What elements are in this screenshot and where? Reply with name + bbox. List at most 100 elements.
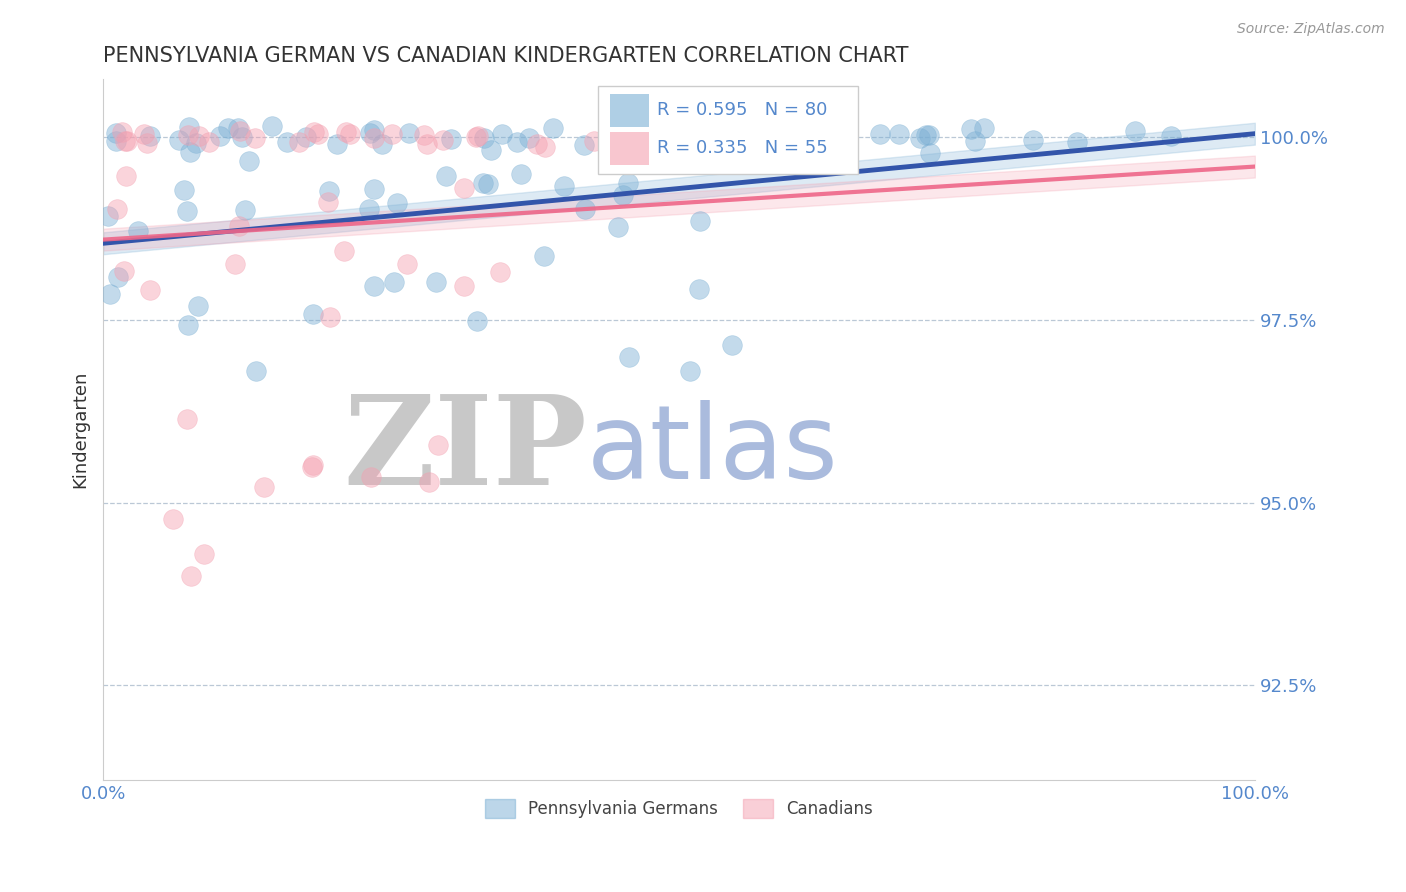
- Point: [517, 130, 540, 145]
- Point: [187, 299, 209, 313]
- Point: [318, 184, 340, 198]
- Point: [228, 124, 250, 138]
- Point: [418, 475, 440, 489]
- Point: [700, 124, 723, 138]
- Point: [132, 128, 155, 142]
- Point: [302, 307, 325, 321]
- Point: [583, 134, 606, 148]
- Point: [426, 438, 449, 452]
- Point: [1066, 135, 1088, 149]
- Point: [162, 511, 184, 525]
- Point: [619, 350, 641, 364]
- Point: [231, 129, 253, 144]
- Point: [479, 143, 502, 157]
- Point: [703, 132, 725, 146]
- Point: [335, 125, 357, 139]
- Point: [105, 134, 128, 148]
- Point: [612, 187, 634, 202]
- Point: [110, 125, 132, 139]
- Point: [302, 458, 325, 472]
- Point: [217, 121, 239, 136]
- Point: [693, 133, 716, 147]
- Point: [963, 134, 986, 148]
- Point: [434, 169, 457, 184]
- Point: [371, 136, 394, 151]
- Point: [917, 128, 939, 142]
- Point: [676, 121, 699, 136]
- Point: [115, 169, 138, 183]
- Point: [301, 459, 323, 474]
- Point: [179, 145, 201, 160]
- Point: [385, 195, 408, 210]
- Point: [105, 202, 128, 217]
- Point: [363, 131, 385, 145]
- Point: [382, 275, 405, 289]
- Point: [751, 135, 773, 149]
- Point: [135, 136, 157, 150]
- Point: [193, 547, 215, 561]
- Point: [453, 181, 475, 195]
- Point: [395, 257, 418, 271]
- Point: [295, 129, 318, 144]
- Point: [416, 137, 439, 152]
- Point: [287, 135, 309, 149]
- Point: [104, 126, 127, 140]
- Point: [541, 120, 564, 135]
- Point: [186, 136, 208, 151]
- Point: [607, 219, 630, 234]
- Point: [973, 121, 995, 136]
- Point: [363, 182, 385, 196]
- Point: [692, 131, 714, 145]
- Point: [209, 129, 232, 144]
- Point: [617, 177, 640, 191]
- Point: [572, 138, 595, 153]
- Point: [509, 167, 531, 181]
- Point: [506, 136, 529, 150]
- Point: [318, 310, 340, 325]
- Y-axis label: Kindergarten: Kindergarten: [72, 371, 89, 488]
- Point: [360, 470, 382, 484]
- Point: [413, 128, 436, 143]
- Point: [381, 128, 404, 142]
- Text: PENNSYLVANIA GERMAN VS CANADIAN KINDERGARTEN CORRELATION CHART: PENNSYLVANIA GERMAN VS CANADIAN KINDERGA…: [103, 46, 908, 66]
- Point: [683, 140, 706, 154]
- Point: [326, 137, 349, 152]
- Point: [238, 154, 260, 169]
- Point: [176, 204, 198, 219]
- Point: [453, 279, 475, 293]
- Point: [262, 120, 284, 134]
- Point: [245, 130, 267, 145]
- FancyBboxPatch shape: [610, 94, 650, 127]
- Point: [233, 203, 256, 218]
- Point: [167, 133, 190, 147]
- Point: [472, 177, 495, 191]
- Point: [689, 214, 711, 228]
- Point: [245, 364, 267, 378]
- Point: [477, 177, 499, 191]
- Text: R = 0.595   N = 80: R = 0.595 N = 80: [657, 102, 828, 120]
- Text: ZIP: ZIP: [343, 390, 586, 511]
- Point: [179, 120, 201, 134]
- Point: [1123, 124, 1146, 138]
- Point: [467, 128, 489, 143]
- Point: [610, 133, 633, 147]
- Point: [253, 480, 276, 494]
- Point: [339, 127, 361, 141]
- Point: [98, 287, 121, 301]
- Point: [688, 282, 710, 296]
- Point: [138, 129, 160, 144]
- Point: [224, 256, 246, 270]
- Point: [198, 135, 221, 149]
- Point: [228, 219, 250, 233]
- Point: [574, 202, 596, 216]
- Point: [472, 131, 495, 145]
- Point: [425, 275, 447, 289]
- Point: [960, 122, 983, 136]
- Point: [276, 135, 298, 149]
- Point: [464, 129, 486, 144]
- Point: [112, 264, 135, 278]
- Point: [176, 412, 198, 426]
- Legend: Pennsylvania Germans, Canadians: Pennsylvania Germans, Canadians: [478, 792, 880, 824]
- Point: [115, 135, 138, 149]
- Point: [489, 265, 512, 279]
